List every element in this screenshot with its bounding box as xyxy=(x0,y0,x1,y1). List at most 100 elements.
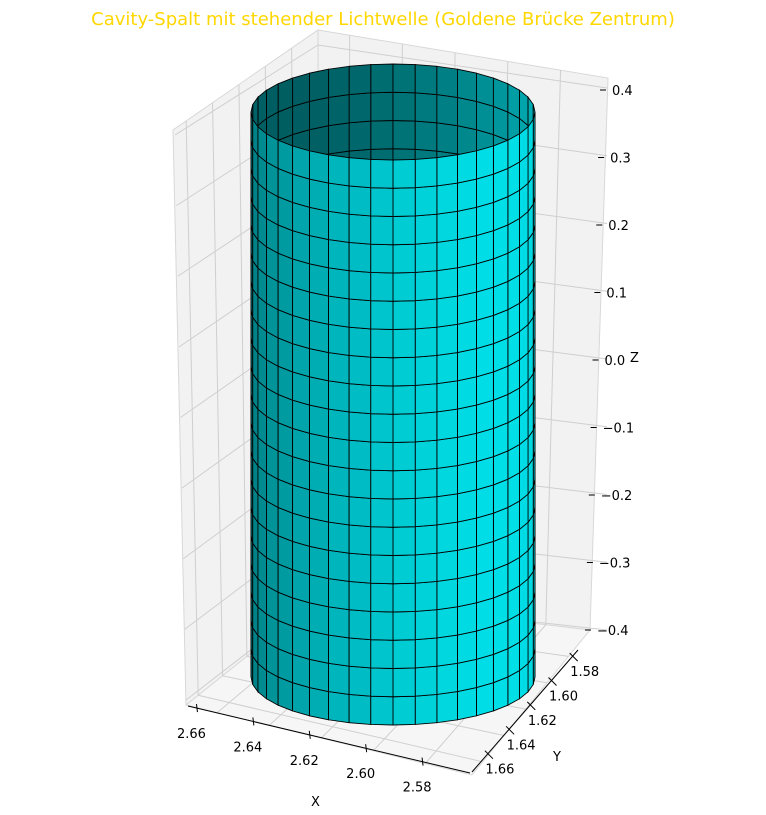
axes: 0.4 0.3 0.2 0.1 0.0 −0.1 −0.2 −0.3 −0.4 1.58 1.60… xyxy=(177,84,639,810)
surface-facet xyxy=(414,298,438,330)
surface-facet xyxy=(309,687,329,721)
z-tick-label: −0.1 xyxy=(603,422,635,437)
surface-facet xyxy=(370,243,394,274)
surface-facet xyxy=(309,630,329,664)
surface-facet xyxy=(370,120,394,150)
surface-facet xyxy=(392,554,416,585)
surface-facet xyxy=(436,295,458,328)
surface-facet xyxy=(328,408,350,441)
surface-facet xyxy=(370,187,394,217)
surface-facet xyxy=(328,549,350,582)
surface-facet xyxy=(436,436,458,469)
surface-facet xyxy=(292,173,310,208)
surface-facet xyxy=(414,411,438,443)
surface-facet xyxy=(309,545,329,580)
surface-facet xyxy=(292,371,310,406)
surface-facet xyxy=(328,182,350,215)
surface-facet xyxy=(436,408,458,441)
surface-facet xyxy=(370,328,394,359)
surface-facet xyxy=(292,569,310,604)
surface-facet xyxy=(507,83,520,120)
surface-facet xyxy=(436,182,458,215)
surface-facet xyxy=(436,691,458,724)
surface-facet xyxy=(328,267,350,300)
surface-facet xyxy=(476,682,494,717)
surface-facet xyxy=(277,77,294,113)
y-axis-ticks: 1.58 1.60 1.62 1.64 1.66 xyxy=(471,649,599,778)
surface-facet xyxy=(476,343,494,378)
surface-facet xyxy=(370,384,394,415)
surface-facet xyxy=(457,178,477,212)
surface-facet xyxy=(457,517,477,551)
z-tick-label: 0.4 xyxy=(612,84,633,99)
surface-facet xyxy=(266,83,279,120)
surface-facet xyxy=(348,120,372,152)
surface-facet xyxy=(309,348,329,382)
surface-facet xyxy=(476,201,494,237)
surface-facet xyxy=(292,682,310,717)
surface-facet xyxy=(309,376,329,410)
surface-facet xyxy=(436,65,458,98)
surface-facet xyxy=(292,484,310,519)
surface-facet xyxy=(476,230,494,265)
surface-facet xyxy=(476,569,494,604)
surface-facet xyxy=(348,467,372,499)
surface-facet xyxy=(414,609,438,641)
x-tick-label: 2.66 xyxy=(177,727,206,742)
surface-facet xyxy=(476,399,494,434)
surface-facet xyxy=(309,263,329,297)
chart-title: Cavity-Spalt mit stehender Lichtwelle (G… xyxy=(91,9,675,30)
surface-facet xyxy=(457,235,477,269)
x-tick-label: 2.58 xyxy=(403,781,432,796)
surface-facet xyxy=(292,100,310,136)
surface-facet xyxy=(457,432,477,467)
surface-facet xyxy=(492,77,509,113)
surface-facet xyxy=(392,120,416,150)
surface-facet xyxy=(328,94,350,127)
surface-facet xyxy=(392,187,416,217)
surface-facet xyxy=(292,314,310,350)
y-tick-mark xyxy=(548,677,557,686)
surface-facet xyxy=(370,695,394,726)
surface-facet xyxy=(309,489,329,523)
x-tick-mark xyxy=(195,703,198,713)
surface-facet xyxy=(436,154,458,187)
surface-facet xyxy=(292,72,310,107)
surface-facet xyxy=(370,158,394,189)
surface-facet xyxy=(348,298,372,330)
surface-facet xyxy=(392,384,416,415)
surface-facet xyxy=(292,258,310,293)
surface-facet xyxy=(392,91,416,122)
surface-facet xyxy=(457,348,477,382)
surface-facet xyxy=(436,267,458,300)
surface-facet xyxy=(457,150,477,184)
surface-facet xyxy=(476,456,494,491)
surface-facet xyxy=(457,263,477,297)
z-axis-ticks: 0.4 0.3 0.2 0.1 0.0 −0.1 −0.2 −0.3 −0.4 xyxy=(585,84,634,639)
surface-facet xyxy=(457,687,477,721)
z-tick-label: −0.2 xyxy=(601,489,633,504)
gridline-floor xyxy=(198,694,483,763)
surface-facet xyxy=(414,92,438,124)
x-tick-label: 2.62 xyxy=(290,754,319,769)
surface-facet xyxy=(436,122,458,155)
surface-facet xyxy=(348,693,372,725)
surface-facet xyxy=(436,634,458,667)
surface-facet xyxy=(457,602,477,636)
surface-facet xyxy=(348,241,372,273)
surface-facet xyxy=(348,185,372,217)
y-axis-line xyxy=(471,649,579,773)
surface-facet xyxy=(476,512,494,547)
surface-facet xyxy=(392,271,416,302)
surface-facet xyxy=(476,625,494,660)
surface-facet xyxy=(436,465,458,498)
surface-facet xyxy=(328,493,350,526)
surface-facet xyxy=(348,439,372,471)
surface-facet xyxy=(328,691,350,724)
surface-facet xyxy=(370,469,394,500)
surface-facet xyxy=(328,239,350,272)
surface-facet xyxy=(392,356,416,387)
surface-facet xyxy=(292,427,310,463)
x-tick-mark xyxy=(308,730,311,739)
x-axis-ticks: 2.66 2.64 2.62 2.60 2.58 xyxy=(177,703,471,796)
